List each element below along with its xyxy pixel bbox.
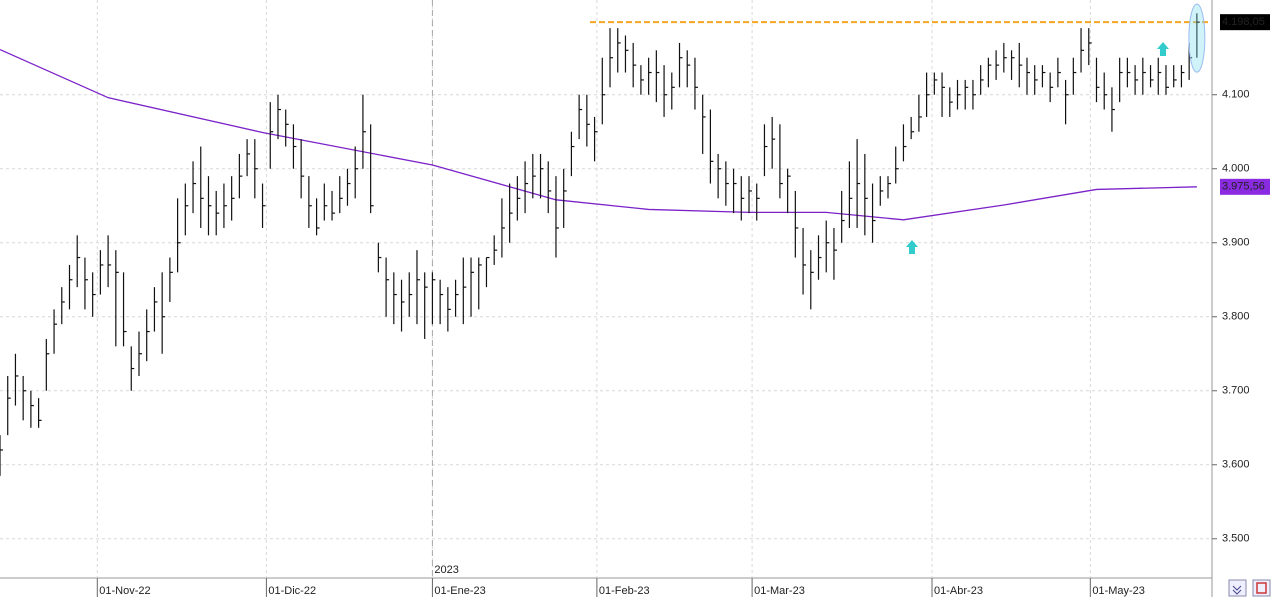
price-label: 4.198,05 [1222, 16, 1265, 28]
scroll-icon [1232, 585, 1242, 595]
y-tick-label: 3.800 [1222, 311, 1250, 323]
scroll-button[interactable] [1228, 579, 1247, 597]
x-tick-label: 01-Dic-22 [268, 585, 316, 597]
year-label: 2023 [434, 564, 458, 576]
save-icon [1256, 582, 1267, 594]
y-tick-label: 3.900 [1222, 237, 1250, 249]
highlight-ellipse [1188, 3, 1206, 73]
x-tick-label: 01-Abr-23 [934, 585, 983, 597]
price-label-box [1220, 178, 1270, 195]
price-label: 3.975,56 [1222, 181, 1265, 193]
x-tick-label: 01-Ene-23 [434, 585, 485, 597]
y-tick-label: 3.600 [1222, 459, 1250, 471]
x-tick-label: 01-Nov-22 [99, 585, 150, 597]
x-tick-label: 01-Mar-23 [754, 585, 805, 597]
y-tick-label: 4.000 [1222, 163, 1250, 175]
signal-arrow [1157, 42, 1169, 56]
signal-arrow [906, 240, 918, 254]
y-tick-label: 3.500 [1222, 533, 1250, 545]
x-tick-label: 01-May-23 [1092, 585, 1145, 597]
price-label-box [1220, 14, 1270, 31]
moving-average-line [0, 48, 1197, 221]
y-tick-label: 3.700 [1222, 385, 1250, 397]
y-tick-label: 4.100 [1222, 89, 1250, 101]
x-tick-label: 01-Feb-23 [599, 585, 650, 597]
